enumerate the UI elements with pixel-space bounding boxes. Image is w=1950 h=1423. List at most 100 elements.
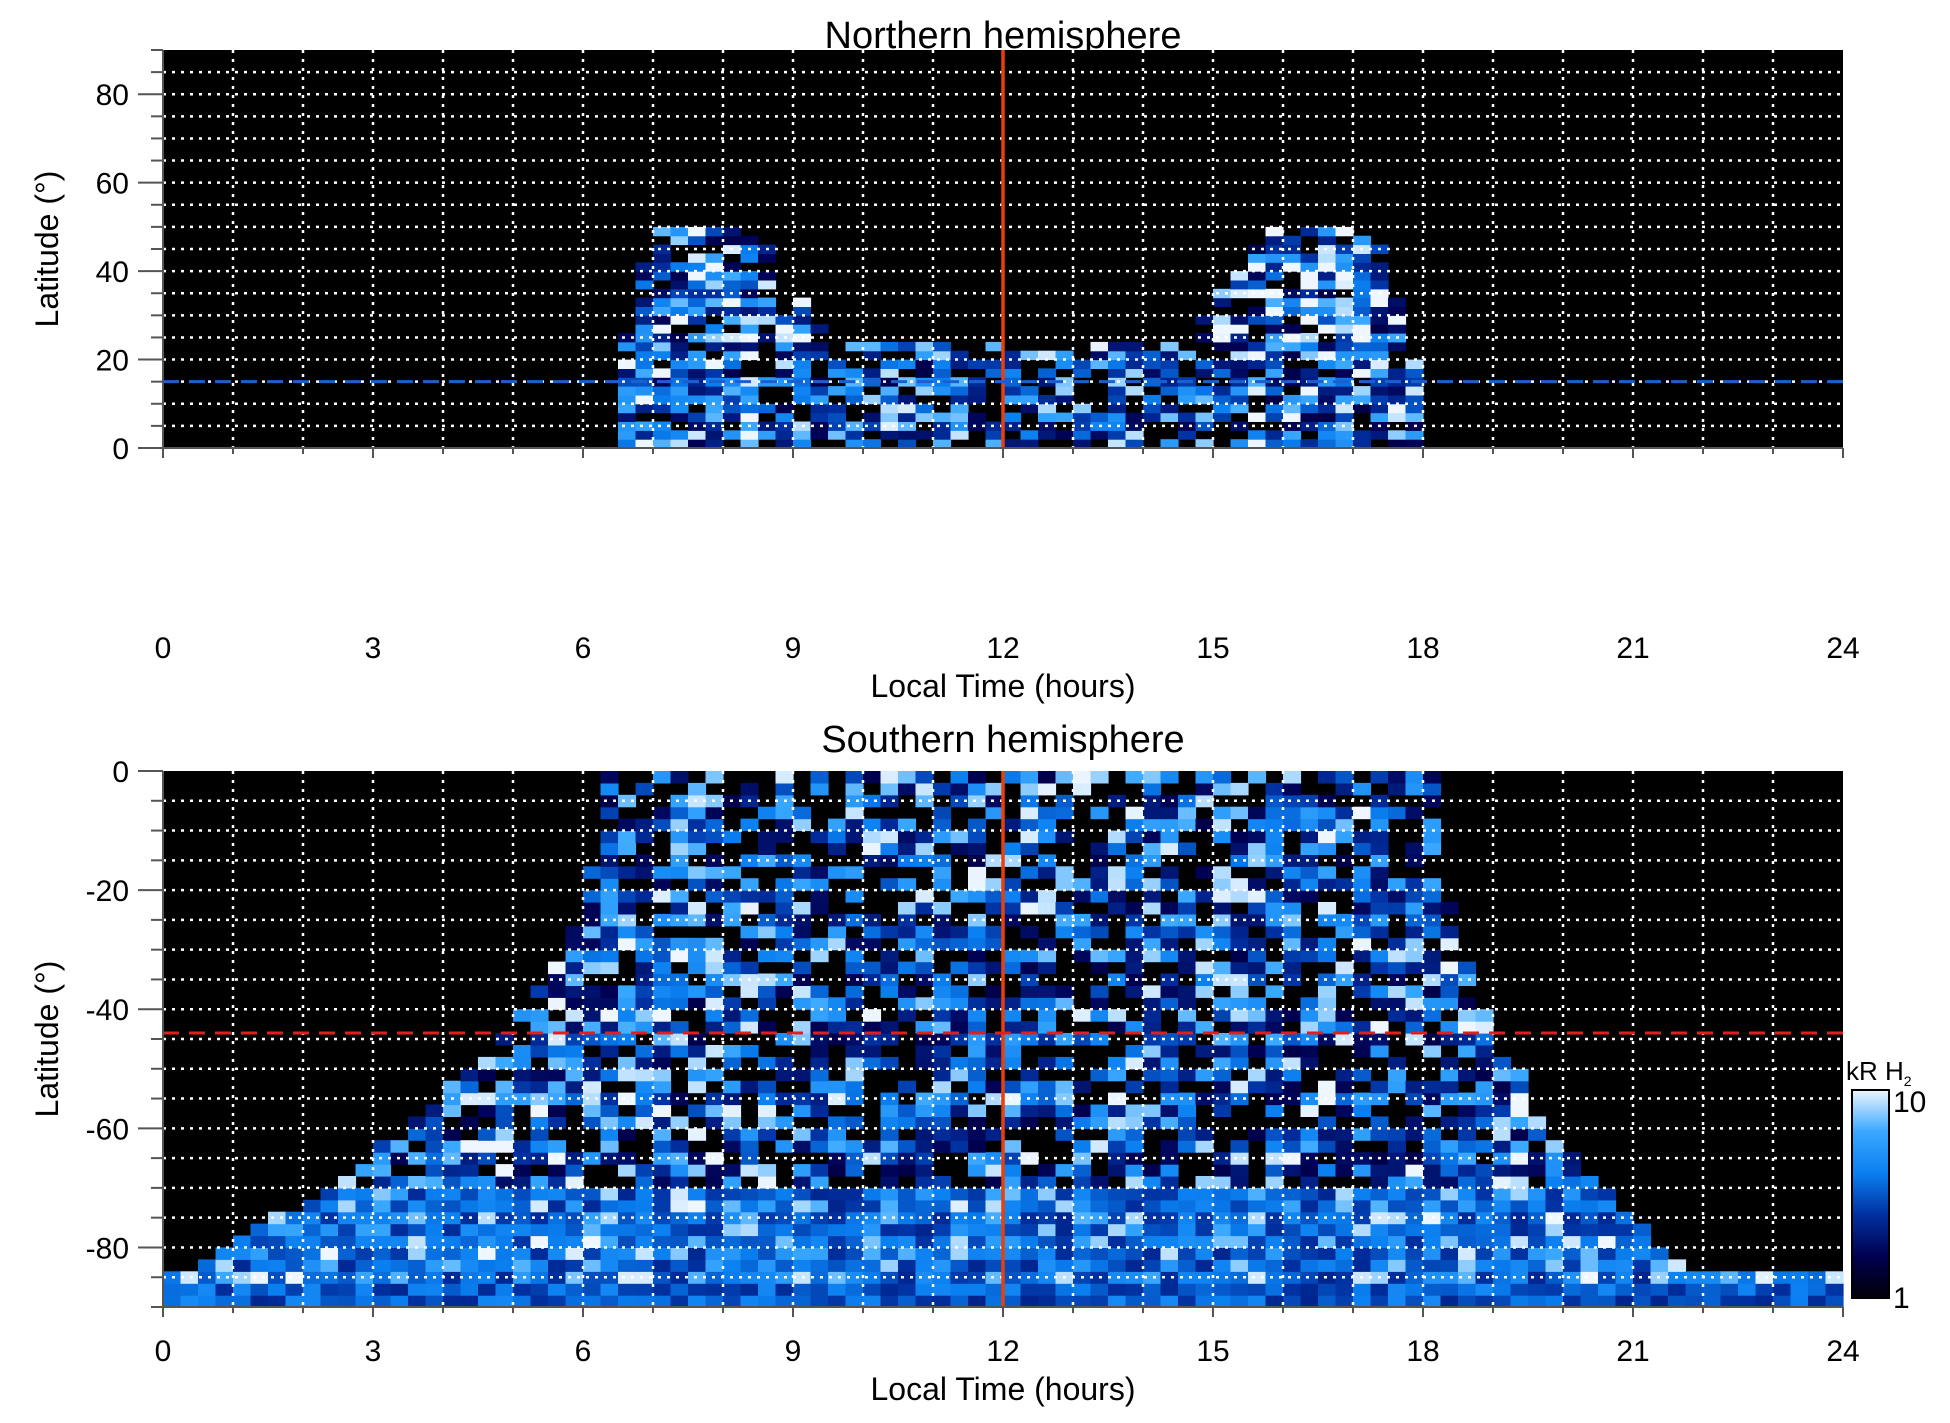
heatmap-cell [968,1009,987,1022]
heatmap-cell [898,377,917,387]
heatmap-cell [1213,925,1232,939]
heatmap-cell [1055,350,1074,361]
heatmap-cell [635,949,654,963]
heatmap-cell [898,1295,917,1308]
heatmap-cell [565,1176,584,1189]
heatmap-cell [1265,1259,1284,1272]
heatmap-cell [950,1187,969,1201]
heatmap-cell [1090,878,1109,891]
heatmap-cell [880,1021,899,1034]
heatmap-cell [1528,1152,1547,1165]
heatmap-cell [1300,1092,1319,1106]
heatmap-cell [250,1295,269,1308]
heatmap-cell [898,782,917,796]
heatmap-cell [723,1080,742,1094]
heatmap-cell [600,1283,619,1296]
heatmap-cell [898,997,917,1010]
heatmap-cell [810,1223,829,1237]
heatmap-cell [583,1152,602,1165]
heatmap-cell [1335,253,1354,263]
heatmap-cell [1230,913,1249,927]
heatmap-cell [985,1211,1004,1225]
heatmap-cell [635,421,654,431]
heatmap-cell [810,350,829,361]
heatmap-cell [1405,359,1424,369]
heatmap-cell [985,359,1004,369]
heatmap-cell [1580,1187,1599,1201]
heatmap-cell [1038,394,1057,405]
heatmap-cell [355,1295,374,1308]
heatmap-cell [478,1247,497,1260]
heatmap-cell [1125,985,1144,998]
heatmap-cell [1458,997,1477,1010]
heatmap-cell [513,1259,532,1272]
heatmap-cell [723,412,742,422]
heatmap-cell [705,412,724,422]
heatmap-cell [338,1283,357,1296]
heatmap-cell [1125,771,1144,784]
heatmap-cell [915,1104,934,1117]
heatmap-cell [1510,1092,1529,1106]
heatmap-cell [565,1068,584,1082]
heatmap-cell [443,1199,462,1213]
heatmap-cell [1213,973,1232,986]
heatmap-cell [460,1283,479,1296]
heatmap-cell [1160,1116,1179,1129]
heatmap-cell [530,1092,549,1106]
heatmap-cell [1283,1199,1302,1213]
heatmap-cell [1423,1176,1442,1189]
heatmap-cell [1213,341,1232,352]
heatmap-cell [1458,1033,1477,1046]
heatmap-cell [1195,1140,1214,1153]
heatmap-cell [1388,1283,1407,1296]
heatmap-cell [618,1295,637,1308]
heatmap-cell [1108,1140,1127,1153]
heatmap-cell [285,1211,304,1225]
heatmap-cell [670,985,689,998]
heatmap-cell [775,818,794,832]
heatmap-cell [1353,1164,1372,1177]
heatmap-cell [670,386,689,396]
heatmap-cell [1003,1116,1022,1129]
heatmap-cell [740,430,759,440]
heatmap-cell [303,1247,322,1260]
heatmap-cell [740,253,759,263]
heatmap-cell [1195,386,1214,396]
heatmap-cell [845,430,864,440]
heatmap-cell [1090,350,1109,361]
heatmap-cell [1300,997,1319,1010]
heatmap-cell [1055,1128,1074,1141]
heatmap-cell [740,350,759,361]
heatmap-cell [1230,985,1249,998]
heatmap-cell [845,341,864,352]
heatmap-cell [950,1092,969,1106]
heatmap-cell [1528,1128,1547,1141]
heatmap-cell [618,842,637,855]
heatmap-cell [653,806,672,820]
heatmap-cell [898,937,917,951]
heatmap-cell [1580,1259,1599,1272]
heatmap-cell [688,1235,707,1248]
heatmap-cell [1563,1187,1582,1201]
heatmap-cell [1440,1080,1459,1094]
heatmap-cell [1090,1235,1109,1248]
heatmap-cell [1265,806,1284,820]
heatmap-cell [845,1247,864,1260]
heatmap-cell [1125,421,1144,431]
heatmap-cell [810,403,829,414]
heatmap-cell [635,333,654,343]
heatmap-cell [1073,890,1092,903]
heatmap-cell [1003,1271,1022,1284]
heatmap-cell [670,350,689,361]
heatmap-cell [495,1056,514,1070]
heatmap-cell [1300,1056,1319,1070]
heatmap-cell [1003,421,1022,431]
heatmap-cell [1178,1187,1197,1201]
x-tick-label: 9 [785,1335,802,1368]
heatmap-cell [338,1211,357,1225]
heatmap-cell [670,842,689,855]
heatmap-cell [565,1021,584,1034]
heatmap-cell [1143,1283,1162,1296]
heatmap-cell [758,1080,777,1094]
